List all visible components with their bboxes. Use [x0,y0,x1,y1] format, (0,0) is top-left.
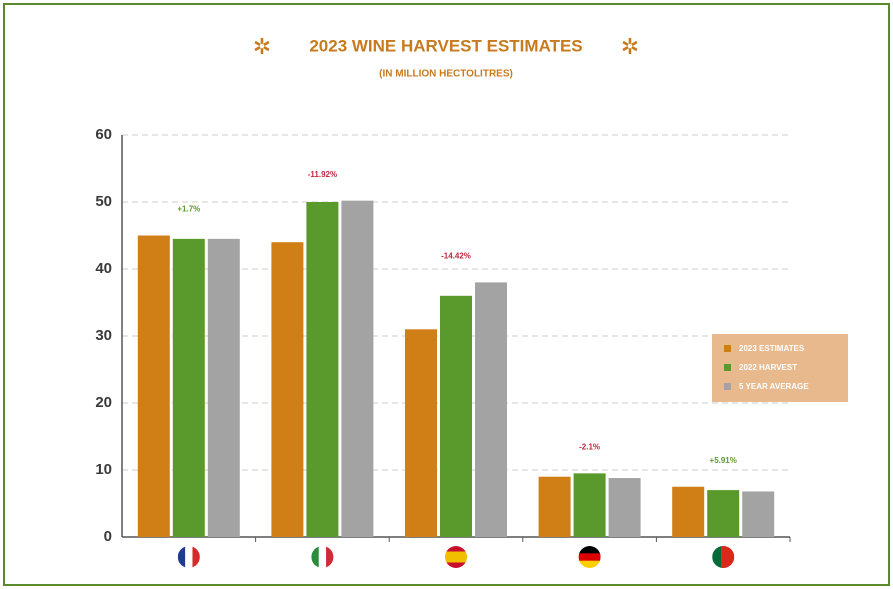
flag-stripe [177,546,186,568]
annotation: -2.1% [579,442,600,451]
legend-swatch [724,364,731,371]
legend-label: 2023 ESTIMATES [739,344,805,353]
svg-text:✲: ✲ [253,34,271,59]
flag-icon [311,546,334,568]
bar [271,242,304,537]
y-tick-label: 0 [104,528,112,545]
flag-stripe [445,546,467,552]
bar [172,238,205,537]
flag-stripe [326,546,334,568]
flag-icon [177,546,200,568]
y-tick-label: 50 [95,193,112,210]
title-decoration: ✲ ✲ [253,34,639,59]
flag-icon [712,546,735,568]
flag-icon [578,546,601,568]
flag-stripe [185,546,193,568]
bar [440,295,472,537]
chart-subtitle: (IN MILLION HECTOLITRES) [379,69,513,80]
y-tick-label: 60 [95,126,112,143]
flag-stripe [318,546,327,568]
y-tick-label: 40 [95,260,112,277]
y-tick-label: 20 [95,394,112,411]
flag-stripe [721,546,735,568]
svg-text:✲: ✲ [621,34,639,59]
y-tick-label: 10 [95,461,112,478]
flag-stripe [311,546,320,568]
legend-swatch [724,345,731,352]
flag-icon [445,546,467,568]
bar [742,491,775,537]
flag-stripe [712,546,722,568]
bar [207,238,240,537]
bar [573,473,606,537]
flag-stripe [578,553,601,562]
bar [306,202,339,537]
bar [341,200,374,537]
bar [538,476,571,537]
legend-label: 5 YEAR AVERAGE [739,382,809,391]
y-tick-label: 30 [95,327,112,344]
flag-stripe [445,562,467,568]
flag-stripe [192,546,200,568]
bar [608,478,641,537]
legend-box [712,334,848,402]
flag-stripe [578,560,601,568]
chart-title: 2023 WINE HARVEST ESTIMATES [309,36,582,55]
legend-swatch [724,383,731,390]
bar [137,235,170,537]
flag-stripe [445,551,467,563]
annotation: +1.7% [177,205,200,214]
annotation: -11.92% [308,170,337,179]
bar [405,329,437,537]
annotation: -14.42% [441,252,471,261]
bar [475,282,507,537]
annotation: +5.91% [710,456,737,465]
legend-label: 2022 HARVEST [739,363,797,372]
bar [672,486,705,537]
flag-stripe [578,546,601,554]
bar [707,490,740,537]
